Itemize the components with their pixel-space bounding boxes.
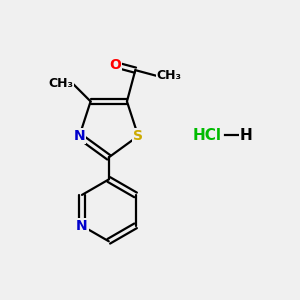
Text: HCl: HCl: [193, 128, 222, 143]
Text: S: S: [133, 129, 143, 143]
Text: O: O: [110, 58, 122, 72]
Text: H: H: [239, 128, 252, 143]
Text: N: N: [76, 219, 88, 233]
Text: CH₃: CH₃: [48, 77, 73, 90]
Text: N: N: [74, 129, 85, 143]
Text: CH₃: CH₃: [157, 69, 182, 82]
